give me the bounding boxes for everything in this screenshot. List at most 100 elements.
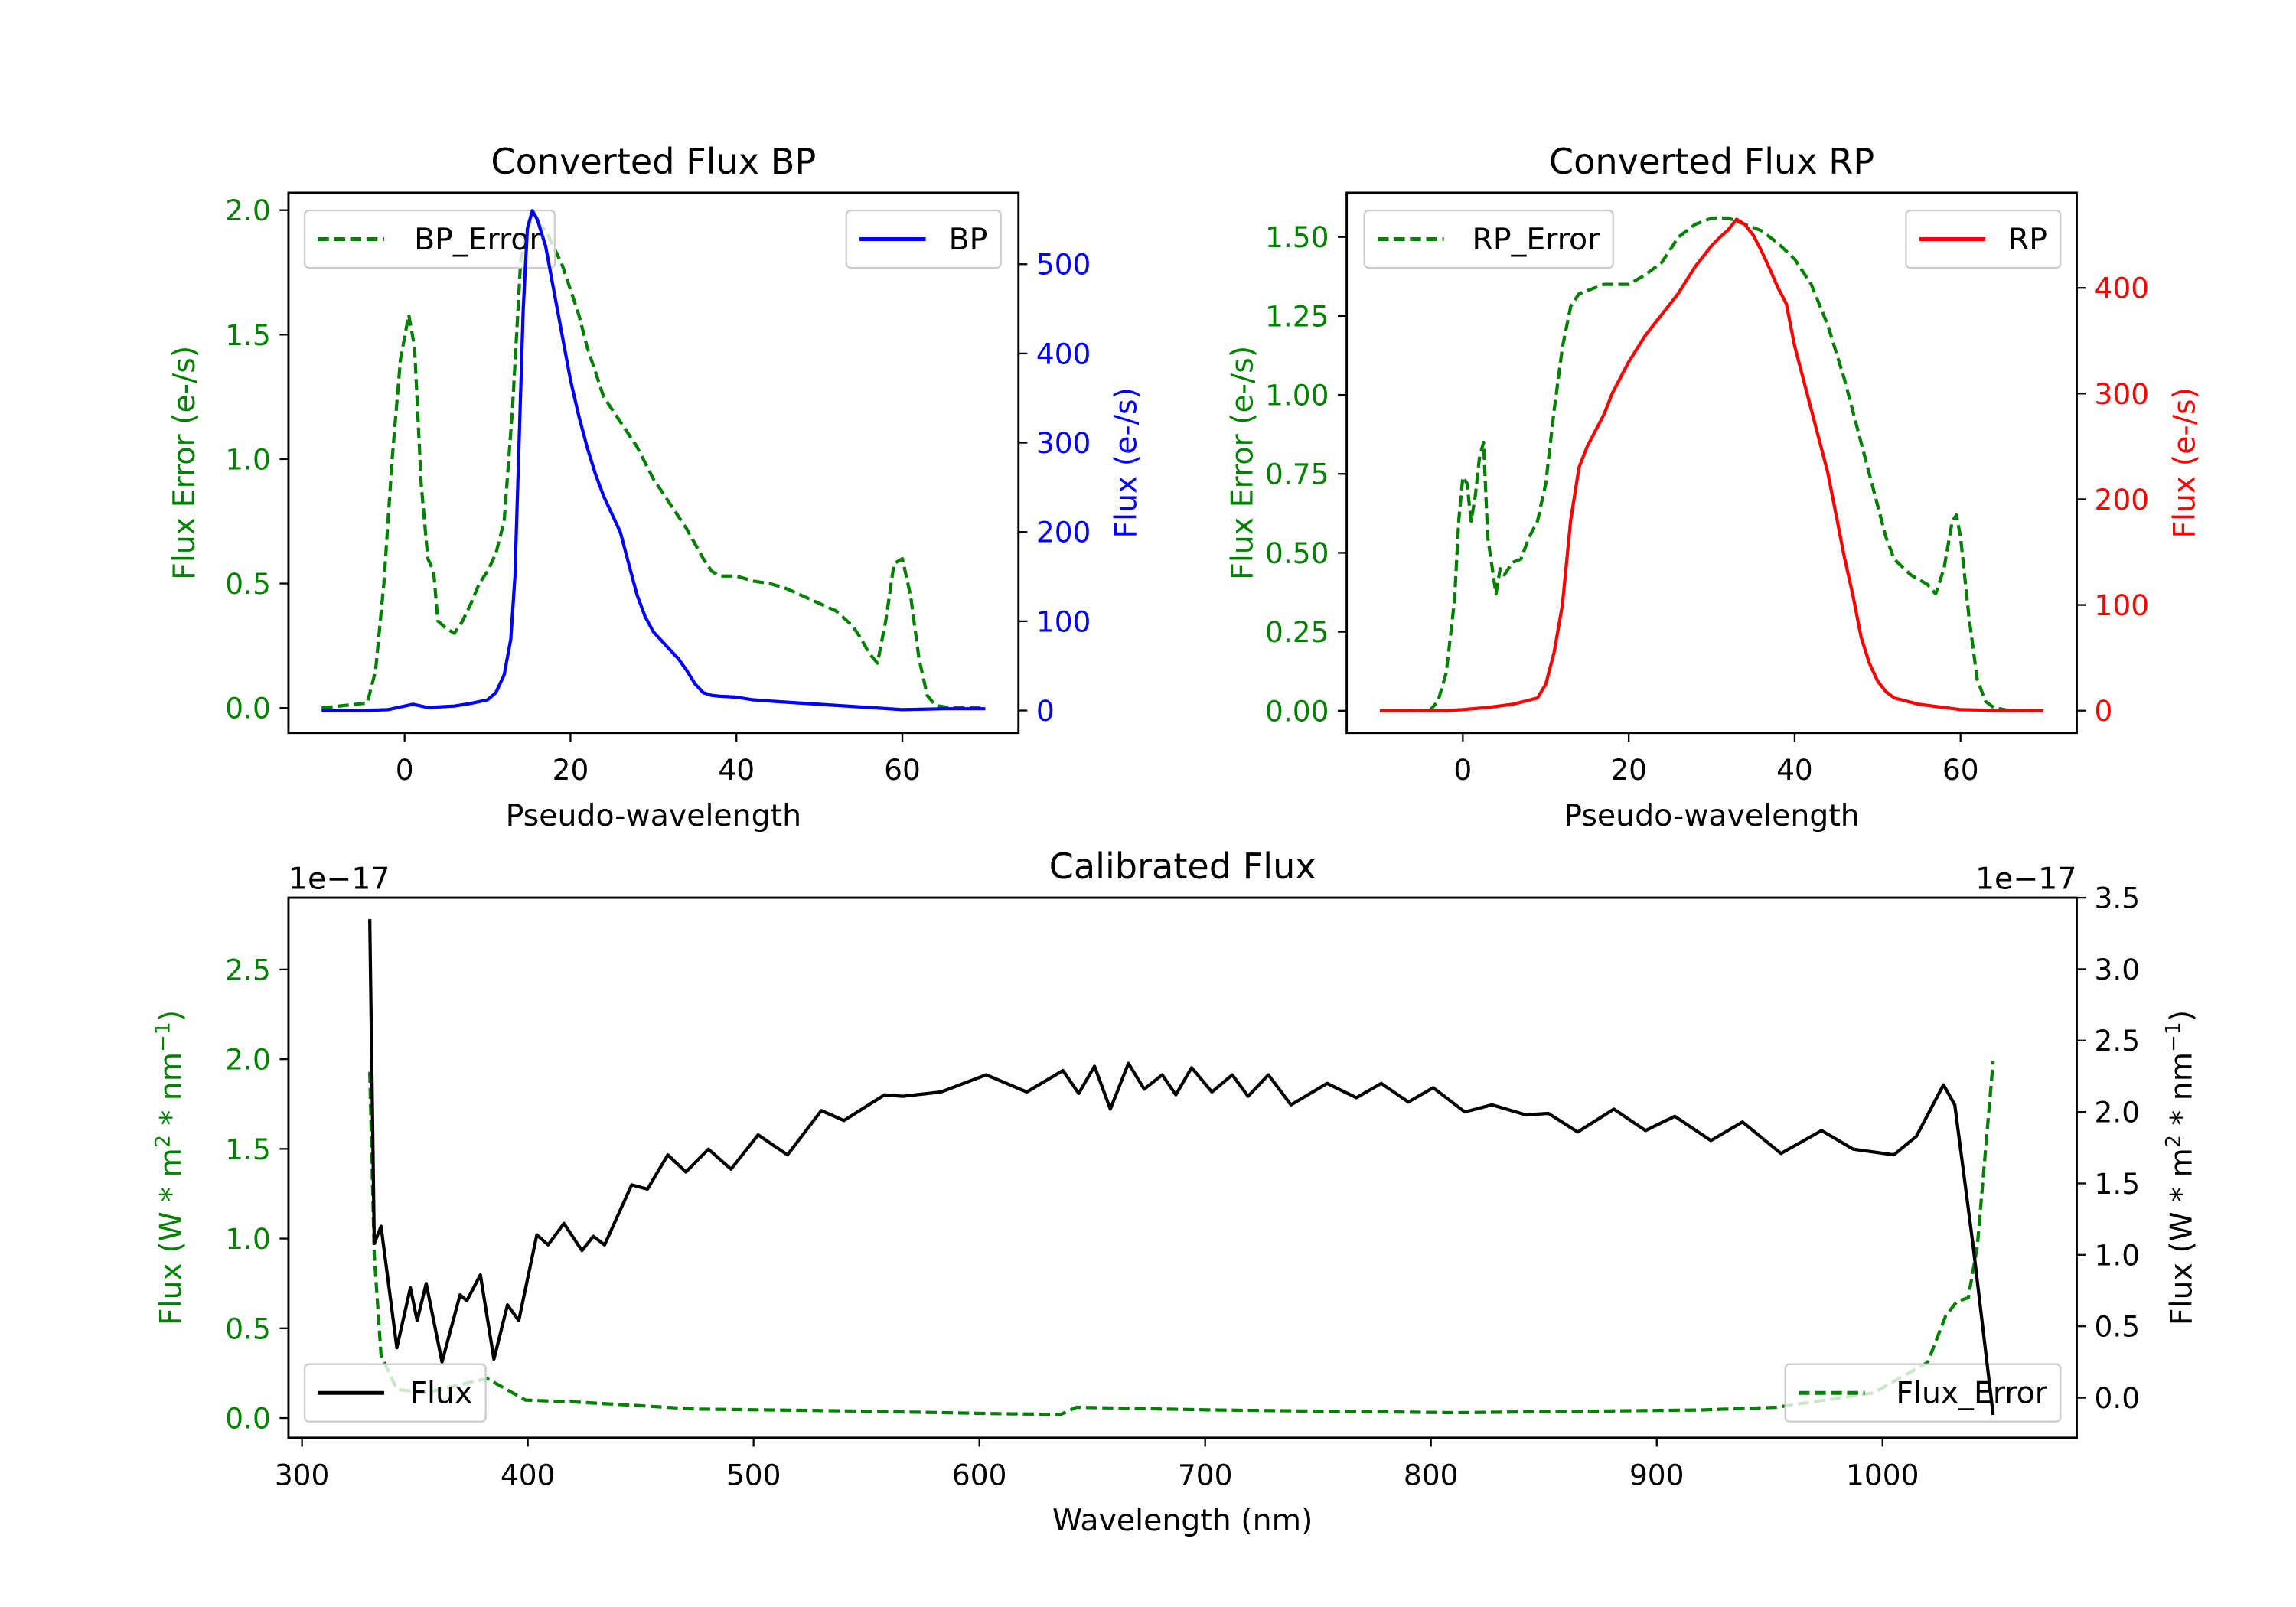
label-part: ): [154, 1010, 189, 1022]
y-right-tick-label: 400: [2095, 272, 2150, 305]
x-tick-label: 0: [396, 753, 414, 787]
legend-label: Flux: [409, 1376, 472, 1411]
superscript: −1: [151, 1022, 174, 1052]
legend-label: RP: [2008, 222, 2047, 257]
label-part: ): [2164, 1010, 2199, 1022]
series-RP_Error: [1379, 216, 2044, 712]
label-part: Flux (W * m: [2164, 1148, 2199, 1325]
legend-label: RP_Error: [1472, 222, 1600, 257]
y-left-axis-label: Flux (W * m2 * nm−1): [151, 1010, 188, 1325]
y-right-tick-label: 3.5: [2095, 882, 2141, 915]
axes-frame: [287, 191, 1020, 735]
superscript: 2: [2161, 1135, 2185, 1148]
legend-label: BP_Error: [414, 222, 542, 257]
legend-BP_Error: BP_Error: [303, 209, 556, 269]
x-tick-label: 500: [726, 1458, 781, 1491]
y-right-tick-label: 200: [1036, 516, 1091, 549]
y-left-tick-label: 0.00: [1265, 694, 1329, 728]
y-left-axis-label: Flux Error (e-/s): [167, 346, 202, 580]
y-left-tick-label: 0.0: [225, 1402, 271, 1436]
y-right-tick-label: 1.0: [2095, 1238, 2141, 1272]
chart-bp: BP_Error BP 0 20 40 60 0.0 0.5 1.0 1.5 2.0 0 100 200 3…: [167, 141, 1144, 833]
series-BP_Error: [321, 220, 986, 710]
series-RP: [1379, 217, 2044, 712]
y-right-offset-label: 1e−17: [1975, 862, 2076, 897]
y-left-tick-label: 1.5: [225, 318, 271, 352]
legend-label: Flux_Error: [1896, 1376, 2047, 1411]
y-left-tick-label: 1.25: [1265, 299, 1329, 333]
y-right-tick-label: 0: [2095, 694, 2113, 728]
x-tick-label: 800: [1404, 1458, 1459, 1491]
y-right-axis-label: Flux (e-/s): [2167, 387, 2202, 538]
x-tick-label: 20: [1610, 753, 1647, 787]
series-BP: [321, 209, 986, 712]
superscript: 2: [151, 1135, 174, 1148]
axes-frame: [1345, 191, 2078, 735]
chart-title: Converted Flux RP: [1549, 141, 1874, 182]
x-axis-label: Pseudo-wavelength: [1564, 798, 1859, 833]
x-axis-label: Wavelength (nm): [1052, 1503, 1313, 1538]
y-right-tick-label: 300: [2095, 377, 2150, 411]
y-left-tick-label: 2.5: [225, 953, 271, 986]
y-left-axis-label: Flux Error (e-/s): [1225, 346, 1261, 580]
x-tick-label: 40: [718, 753, 755, 787]
axes-frame: [287, 896, 2078, 1439]
y-left-tick-label: 0.5: [225, 1312, 271, 1345]
label-part: * nm: [2164, 1052, 2199, 1135]
y-right-tick-label: 0.5: [2095, 1310, 2141, 1344]
y-right-tick-label: 0.0: [2095, 1381, 2141, 1415]
y-left-tick-label: 0.50: [1265, 536, 1329, 570]
legend-Flux_Error: Flux_Error: [1784, 1363, 2062, 1423]
y-right-tick-label: 400: [1036, 337, 1091, 370]
chart-title: Calibrated Flux: [1049, 846, 1316, 887]
x-axis-label: Pseudo-wavelength: [506, 798, 801, 833]
y-left-tick-label: 0.0: [225, 692, 271, 725]
legend-frame: [303, 209, 556, 269]
x-tick-label: 600: [952, 1458, 1007, 1491]
x-tick-label: 1000: [1846, 1458, 1919, 1491]
legend-Flux: Flux: [303, 1363, 487, 1423]
y-right-tick-label: 200: [2095, 483, 2150, 517]
legend-RP_Error: RP_Error: [1363, 209, 1614, 269]
series-Flux: [368, 919, 1995, 1416]
label-part: * nm: [154, 1052, 189, 1135]
y-right-axis-label: Flux (e-/s): [1109, 387, 1144, 538]
y-left-tick-label: 2.0: [225, 194, 271, 227]
y-right-tick-label: 1.5: [2095, 1167, 2141, 1201]
chart-cal: Flux_Error Flux 300 400 500 600 700 800 900 1000 0…: [151, 846, 2199, 1538]
y-right-axis-label: Flux (W * m2 * nm−1): [2161, 1010, 2200, 1325]
x-tick-label: 20: [553, 753, 589, 787]
label-part: Flux (W * m: [154, 1148, 189, 1325]
y-left-tick-label: 0.75: [1265, 458, 1329, 491]
chart-title: Converted Flux BP: [491, 141, 816, 182]
legend-frame: [303, 1363, 487, 1423]
legend-RP: RP: [1905, 209, 2062, 269]
y-left-tick-label: 1.0: [225, 1222, 271, 1256]
x-tick-label: 0: [1453, 753, 1472, 787]
legend-frame: [1363, 209, 1614, 269]
x-tick-label: 60: [884, 753, 921, 787]
y-left-tick-label: 1.0: [225, 442, 271, 476]
y-right-tick-label: 300: [1036, 426, 1091, 460]
y-right-tick-label: 3.0: [2095, 953, 2141, 986]
superscript: −1: [2161, 1022, 2185, 1052]
chart-rp: RP_Error RP 0 20 40 60 0.00 0.25 0.50 0.75 1.00 1.2…: [1225, 141, 2203, 833]
x-tick-label: 900: [1629, 1458, 1684, 1491]
y-right-tick-label: 100: [2095, 588, 2150, 622]
y-left-tick-label: 0.5: [225, 567, 271, 601]
legend-BP: BP: [845, 209, 1002, 269]
legend-label: BP: [949, 222, 988, 257]
y-right-tick-label: 2.0: [2095, 1096, 2141, 1129]
y-left-tick-label: 2.0: [225, 1043, 271, 1077]
x-tick-label: 400: [501, 1458, 556, 1491]
y-left-tick-label: 0.25: [1265, 615, 1329, 649]
x-tick-label: 60: [1942, 753, 1979, 787]
y-left-offset-label: 1e−17: [289, 862, 390, 897]
y-left-tick-label: 1.00: [1265, 379, 1329, 412]
x-tick-label: 40: [1776, 753, 1813, 787]
x-tick-label: 300: [275, 1458, 330, 1491]
y-left-tick-label: 1.50: [1265, 220, 1329, 254]
y-right-tick-label: 2.5: [2095, 1024, 2141, 1058]
y-right-tick-label: 0: [1036, 694, 1055, 728]
